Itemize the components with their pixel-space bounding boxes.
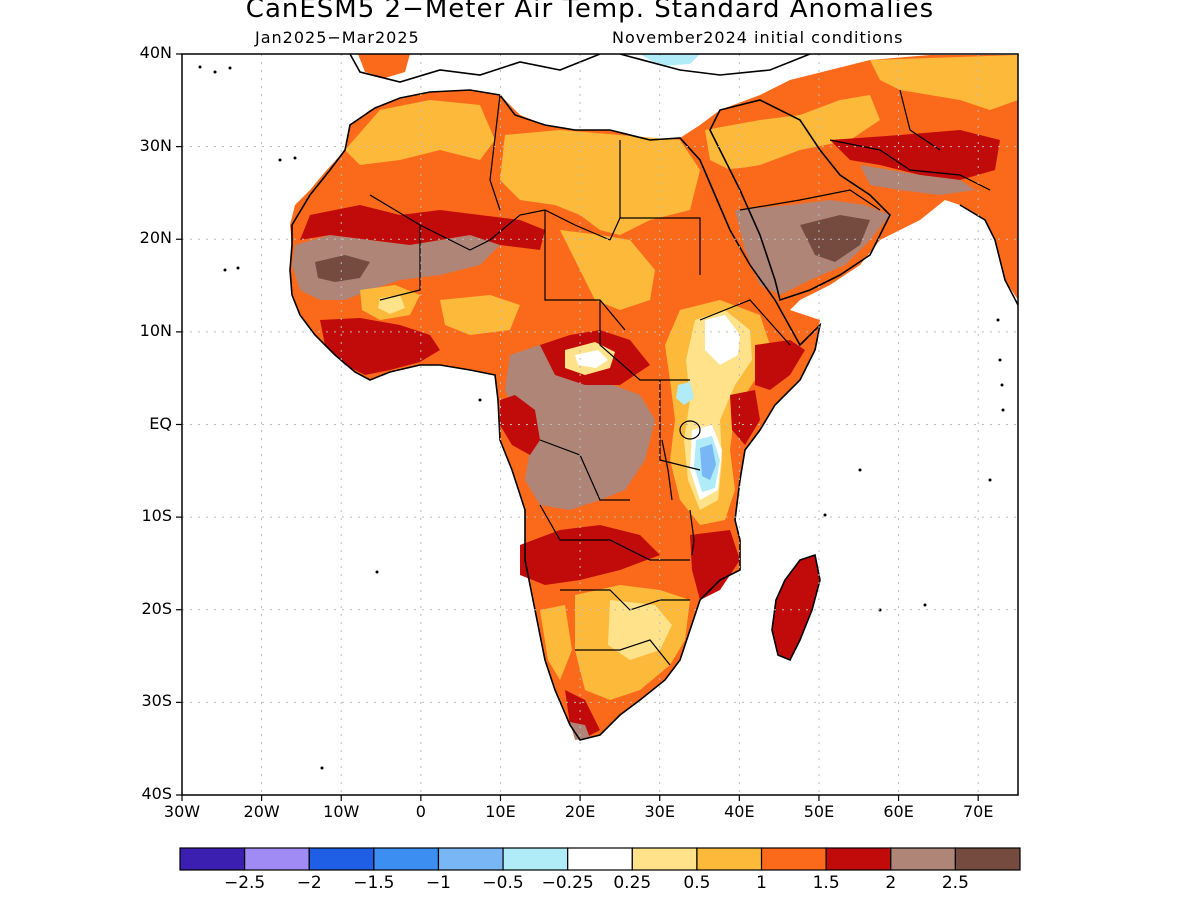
longitude-label: 30E xyxy=(644,802,675,821)
colorbar-label: 0.5 xyxy=(683,873,711,893)
longitude-label: 10W xyxy=(323,802,360,821)
arabia-coastline xyxy=(709,99,891,302)
colorbar-swatch xyxy=(179,847,246,871)
longitude-label: 10E xyxy=(485,802,516,821)
latitude-label: 10N xyxy=(139,320,172,340)
mediterranean-anomaly-minus-0.25-zone xyxy=(640,54,700,66)
central-african-republic-neutral-core xyxy=(575,350,608,368)
map-field xyxy=(182,54,1018,795)
latitude-label: 30S xyxy=(141,691,172,711)
colorbar-swatch xyxy=(567,847,633,871)
longitude-label: 30W xyxy=(163,802,201,821)
latitude-label: EQ xyxy=(149,413,172,433)
lake-tanganyika xyxy=(661,439,673,501)
iran-anomaly-2.5-zone xyxy=(860,165,975,195)
europe-coastline xyxy=(349,54,811,83)
horn-of-africa-anomaly-2-zone xyxy=(755,340,805,390)
arabia-anomaly-1.5-zone xyxy=(720,160,820,210)
colorbar-label: −0.5 xyxy=(482,873,524,893)
small-islands xyxy=(198,65,1005,770)
sahel-anomaly-2-band xyxy=(300,205,545,250)
colorbar-swatch xyxy=(825,847,892,871)
madagascar-shading xyxy=(772,555,820,660)
colorbar-label: 2.5 xyxy=(941,873,969,893)
colorbar-label: −2 xyxy=(296,873,322,893)
southern-africa-anomaly-2-zone xyxy=(520,525,660,585)
namibia-anomaly-1-zone xyxy=(540,605,572,680)
northeast-anomaly-1-zone xyxy=(870,55,1018,110)
mozambique-anomaly-2-zone xyxy=(690,530,740,600)
colorbar-swatch xyxy=(890,847,956,871)
latitude-label: 10S xyxy=(141,506,172,526)
colorbar-swatch xyxy=(502,847,569,871)
lat-lon-grid xyxy=(182,54,1018,795)
longitude-label: 40E xyxy=(724,802,755,821)
colorbar-label: 2 xyxy=(885,873,897,893)
lake-malawi xyxy=(689,509,695,556)
western-sahel-anomaly-3-core xyxy=(315,255,370,282)
chad-anomaly-1-zone xyxy=(560,230,655,310)
map-title: CanESM5 2−Meter Air Temp. Standard Anoma… xyxy=(245,0,935,24)
colorbar-swatch xyxy=(308,847,375,871)
latitude-label: 40S xyxy=(141,784,172,803)
colorbar-swatch xyxy=(631,847,698,871)
kenya-anomaly-minus-0.5-zone xyxy=(700,444,716,480)
india-coastline xyxy=(959,204,1018,306)
colorbar-swatch xyxy=(373,847,440,871)
lake-victoria xyxy=(679,420,701,440)
arabia-anomaly-3-core xyxy=(800,215,870,262)
latitude-label: 20N xyxy=(139,228,172,248)
colorbar-swatch xyxy=(696,847,763,871)
longitude-label: 60E xyxy=(883,802,914,821)
colorbar-label: −1.5 xyxy=(353,873,395,893)
latitude-label: 20S xyxy=(141,598,172,618)
colorbar-label: 1 xyxy=(756,873,767,893)
colorbar-label: 0.25 xyxy=(613,873,652,893)
country-borders xyxy=(369,89,991,666)
south-africa-anomaly-2.5-core xyxy=(570,722,590,740)
initial-conditions: November2024 initial conditions xyxy=(612,28,904,47)
middle-east-anomaly-1-zone xyxy=(705,95,880,170)
colorbar-swatch xyxy=(954,847,1021,871)
colorbar-label: −2.5 xyxy=(223,873,266,893)
colorbar-label: 1.5 xyxy=(812,873,840,893)
sahara-anomaly-1-zone xyxy=(345,100,495,165)
longitude-label: 20E xyxy=(564,802,596,821)
great-lakes-anomaly-minus-0.25-zone xyxy=(676,382,694,405)
colorbar-label: −1 xyxy=(425,873,451,893)
colorbar-swatch xyxy=(760,847,827,871)
nigeria-anomaly-1-zone xyxy=(440,295,520,335)
madagascar-coastline xyxy=(771,553,821,662)
colorbar-swatch xyxy=(437,847,504,871)
latitude-label: 30N xyxy=(139,135,172,155)
longitude-label: 20W xyxy=(243,802,280,821)
iberia-anomaly-1.5-zone xyxy=(358,54,410,78)
ethiopia-neutral-zone xyxy=(705,315,740,365)
colorbar-swatch xyxy=(244,847,310,871)
longitude-label: 70E xyxy=(962,802,994,821)
sahel-anomaly-2.5-band xyxy=(292,235,500,300)
colorbar xyxy=(179,847,1021,871)
somalia-anomaly-2-zone xyxy=(730,390,760,445)
iran-anomaly-2-band xyxy=(830,130,1000,180)
longitude-label: 0 xyxy=(415,802,426,821)
colorbar-label: −0.25 xyxy=(541,873,594,893)
west-africa-anomaly-0.5-core xyxy=(378,295,405,314)
libya-egypt-anomaly-1-zone xyxy=(500,130,700,235)
congo-anomaly-2.5-zone xyxy=(505,345,655,510)
latitude-label: 40N xyxy=(139,43,172,62)
forecast-period: Jan2025−Mar2025 xyxy=(255,28,420,47)
kalahari-anomaly-0.5-zone xyxy=(608,600,672,660)
longitude-label: 50E xyxy=(803,802,835,821)
africa-coastline xyxy=(289,89,822,741)
axis-ticks xyxy=(176,53,979,801)
